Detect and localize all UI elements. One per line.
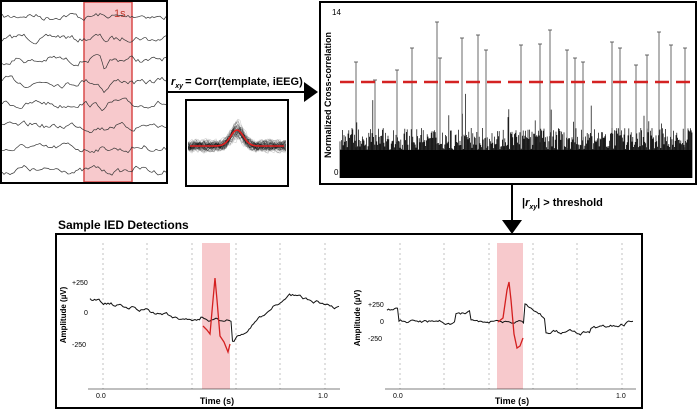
threshold-arrow-head [502, 220, 522, 234]
template-trace [188, 129, 286, 153]
template-trace [188, 121, 286, 150]
template-inset [185, 99, 289, 187]
template-trace [188, 130, 286, 154]
template-trace [188, 133, 286, 152]
detection-plot-2: +250 0 -250 Amplitude (µV) 0.0 1.0 Time … [353, 243, 636, 406]
xcorr-panel: Normalized Cross-correlation 14 0 [319, 1, 697, 185]
eeg-panel: 1s [0, 0, 168, 184]
detections-title: Sample IED Detections [58, 218, 189, 232]
eeg-trace [2, 33, 166, 45]
xcorr-ytick-min: 0 [334, 168, 339, 177]
eeg-trace [2, 75, 166, 94]
template-trace [188, 131, 286, 152]
plot2-gridlines [399, 243, 623, 389]
plot1-ytick-mid: 0 [84, 310, 88, 317]
xcorr-peaks [354, 21, 687, 150]
correlation-label: rxy = Corr(template, iEEG) [171, 76, 303, 90]
plot1-ylabel: Amplitude (µV) [59, 286, 68, 343]
template-trace [188, 133, 286, 152]
plot2-ytick-top: +250 [368, 302, 384, 309]
plot2-spike [497, 281, 524, 350]
template-trace [188, 130, 286, 152]
plot2-ytick-bottom: -250 [368, 336, 382, 343]
eeg-trace [2, 142, 166, 154]
eeg-trace [2, 164, 166, 176]
template-trace [188, 135, 286, 153]
template-trace [188, 126, 286, 154]
template-trace [188, 124, 286, 154]
eeg-window-highlight [83, 1, 133, 183]
plot1-xtick-end: 1.0 [318, 393, 328, 400]
template-trace [188, 123, 286, 150]
plot2-ytick-mid: 0 [380, 319, 384, 326]
template-trace [188, 130, 286, 152]
template-trace [188, 124, 286, 151]
template-trace [188, 130, 286, 151]
eeg-window-label: 1s [114, 8, 126, 20]
template-trace [188, 119, 286, 151]
threshold-step: |rxy| > threshold [502, 185, 603, 234]
template-trace [188, 125, 286, 151]
eeg-trace [2, 120, 166, 134]
correlation-step: rxy = Corr(template, iEEG) [168, 76, 318, 102]
xcorr-ylabel: Normalized Cross-correlation [323, 32, 333, 158]
correlation-arrow-head [304, 82, 318, 102]
template-trace [188, 131, 286, 152]
eeg-panel-frame [0, 0, 168, 184]
plot2-xtick-start: 0.0 [393, 393, 403, 400]
template-trace [188, 120, 286, 151]
template-trace [188, 131, 286, 151]
eeg-trace [2, 97, 166, 112]
template-trace [188, 129, 286, 153]
template-overlay-traces [188, 118, 286, 154]
detection-plot-1: +250 0 -250 Amplitude (µV) 0.0 1.0 Time … [59, 243, 340, 406]
template-trace [188, 127, 286, 152]
template-trace [188, 131, 286, 153]
template-trace [188, 132, 286, 152]
detections-panel-frame [55, 233, 643, 409]
detections-panel: Sample IED Detections +250 0 -250 Amplit… [55, 218, 643, 409]
plot1-xtick-start: 0.0 [96, 393, 106, 400]
xcorr-ytick-max: 14 [332, 8, 341, 17]
template-trace [188, 130, 286, 154]
template-trace [188, 129, 286, 152]
template-trace [188, 125, 286, 153]
plot1-gridlines [102, 243, 326, 389]
plot2-xtick-end: 1.0 [616, 393, 626, 400]
template-trace [188, 127, 286, 154]
template-trace [188, 127, 286, 154]
template-trace [188, 132, 286, 153]
plot2-xlabel: Time (s) [495, 396, 529, 406]
plot2-highlight [497, 243, 523, 389]
plot2-trace [386, 303, 634, 336]
template-trace [188, 130, 286, 152]
eeg-trace [2, 54, 166, 70]
template-trace [188, 128, 286, 153]
template-trace [188, 133, 286, 150]
template-trace [188, 121, 286, 152]
xcorr-baseline [340, 150, 692, 178]
template-trace [188, 128, 286, 152]
template-trace [188, 128, 286, 152]
plot1-xlabel: Time (s) [200, 396, 234, 406]
eeg-trace [2, 13, 166, 22]
template-trace [188, 131, 286, 153]
plot1-trace [89, 293, 340, 342]
template-trace [188, 124, 286, 150]
template-inset-frame [185, 99, 289, 187]
template-trace [188, 134, 286, 152]
plot1-ytick-bottom: -250 [72, 342, 86, 349]
template-trace [188, 131, 286, 154]
template-trace [188, 135, 286, 152]
template-mean-waveform [190, 129, 284, 147]
plot1-highlight [202, 243, 230, 389]
xcorr-trace [339, 93, 693, 178]
plot1-ytick-top: +250 [72, 280, 88, 287]
plot2-ylabel: Amplitude (µV) [353, 289, 362, 346]
threshold-label: |rxy| > threshold [522, 197, 603, 211]
eeg-traces [2, 13, 166, 176]
plot1-spike [202, 277, 231, 355]
template-trace [188, 125, 286, 153]
